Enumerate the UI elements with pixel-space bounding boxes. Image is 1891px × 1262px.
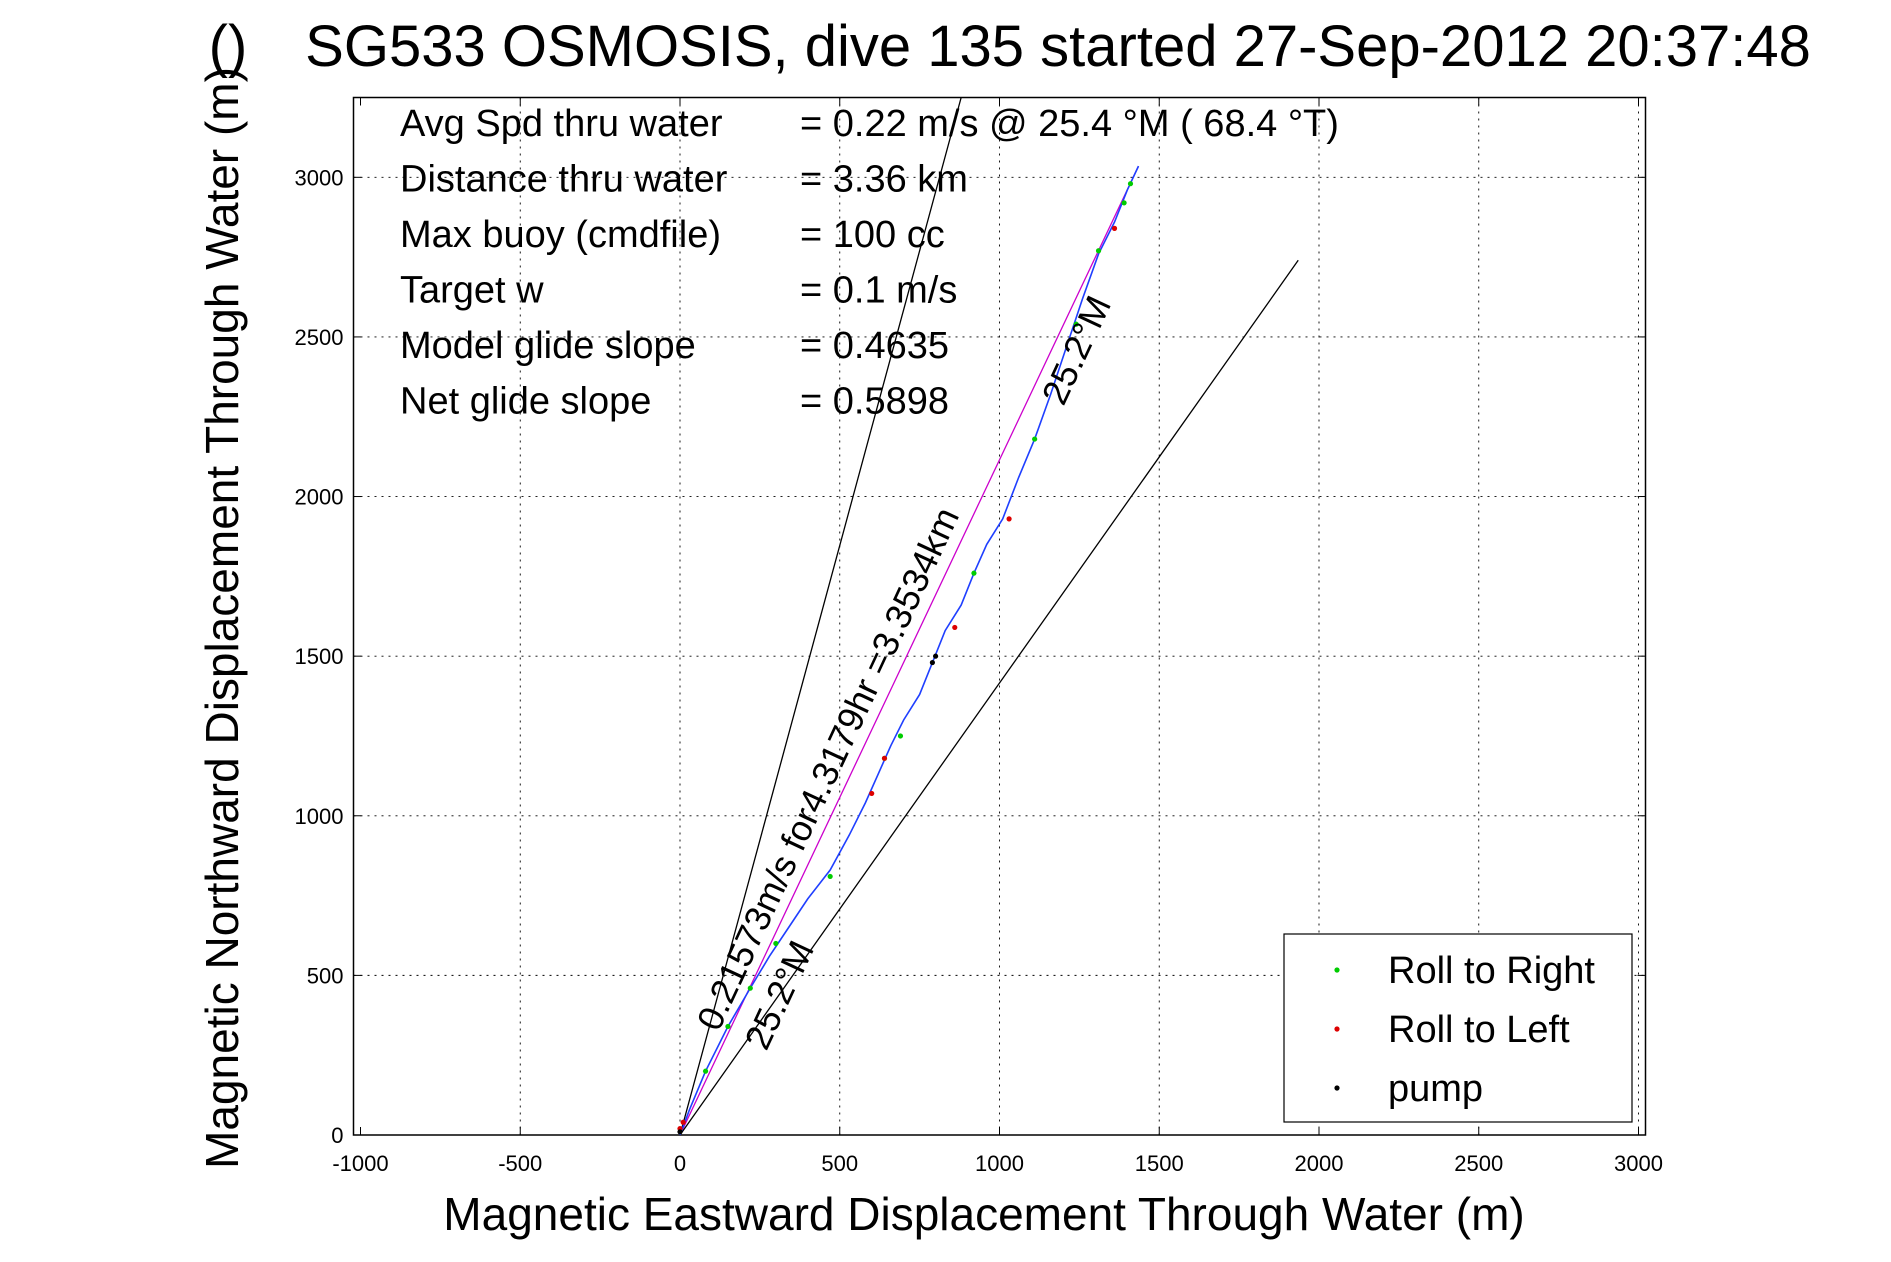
roll-to-right-point [1032, 436, 1038, 442]
y-tick-label: 0 [331, 1123, 343, 1148]
roll-to-left-point [881, 755, 888, 761]
y-axis-label: Magnetic Northward Displacement Through … [196, 67, 248, 1169]
legend-marker [1334, 1026, 1340, 1032]
data-series [677, 165, 1140, 1136]
roll-to-right-point [1121, 200, 1127, 206]
roll-to-right-point [971, 570, 977, 576]
chart-title: SG533 OSMOSIS, dive 135 started 27-Sep-2… [305, 14, 1811, 79]
stat-label: Model glide slope [400, 325, 696, 367]
pump-point [933, 653, 939, 659]
x-tick-label: 1500 [1135, 1151, 1184, 1176]
legend-label: Roll to Left [1388, 1009, 1570, 1051]
x-axis-label: Magnetic Eastward Displacement Through W… [443, 1188, 1524, 1240]
roll-to-right-point [773, 940, 779, 947]
stat-value: = 0.22 m/s @ 25.4 °M ( 68.4 °T) [800, 103, 1339, 145]
stat-label: Distance thru water [400, 159, 728, 201]
x-tick-label: 1000 [975, 1151, 1024, 1176]
pump-point [929, 659, 936, 666]
stat-label: Avg Spd thru water [400, 103, 723, 145]
legend: Roll to Right Roll to Left pump [1283, 933, 1633, 1123]
x-tick-label: 2500 [1454, 1151, 1503, 1176]
roll-to-left-point [1006, 516, 1012, 522]
legend-marker [1334, 1085, 1340, 1091]
y-tick-label: 3000 [295, 165, 344, 190]
roll-to-right-point [1073, 321, 1079, 327]
stat-value: = 100 cc [800, 214, 945, 256]
net-heading-line [679, 165, 1140, 1136]
x-tick-label: 2000 [1295, 1151, 1344, 1176]
grid-lines [353, 97, 1646, 1135]
stat-value: = 0.5898 [800, 381, 949, 423]
y-tick-label: 1500 [295, 644, 344, 669]
roll-to-right-point [827, 873, 833, 880]
legend-marker [1334, 967, 1340, 973]
roll-to-right-point [747, 985, 753, 991]
x-tick-label: -500 [498, 1151, 542, 1176]
stats-box: Avg Spd thru water = 0.22 m/s @ 25.4 °M (… [400, 103, 1339, 423]
stat-label: Net glide slope [400, 381, 651, 423]
roll-to-right-point [1095, 248, 1102, 254]
track-line [679, 165, 1140, 1136]
cone-left-line [679, 97, 962, 1136]
legend-label: pump [1388, 1068, 1483, 1110]
roll-to-left-point [952, 624, 958, 631]
stat-label: Max buoy (cmdfile) [400, 214, 721, 256]
cone-right-line [679, 259, 1299, 1136]
legend-label: Roll to Right [1388, 950, 1595, 992]
legend-box [1283, 933, 1633, 1123]
roll-to-right-point [702, 1068, 709, 1074]
stat-value: = 0.1 m/s [800, 270, 957, 312]
y-tick-label: 2500 [295, 325, 344, 350]
axis-ticks: -1000 -500 0 500 1000 1500 2000 2500 3000 0 500 100… [295, 97, 1663, 1176]
ylabel-overlap-glyph: () [209, 14, 248, 79]
stat-value: = 0.4635 [800, 325, 949, 367]
roll-to-left-point [869, 790, 875, 797]
stat-label: Target w [400, 270, 544, 312]
roll-to-right-point [1127, 181, 1134, 187]
stat-value: = 3.36 km [800, 159, 968, 201]
roll-to-right-point [725, 1023, 731, 1030]
roll-to-left-point [1111, 225, 1118, 231]
y-tick-label: 1000 [295, 804, 344, 829]
roll-to-right-point [897, 733, 904, 739]
y-tick-label: 2000 [295, 485, 344, 510]
x-tick-label: -1000 [332, 1151, 388, 1176]
reference-lines [679, 97, 1299, 1136]
x-tick-label: 500 [821, 1151, 858, 1176]
roll-to-left-point [680, 1119, 686, 1125]
x-tick-label: 3000 [1614, 1151, 1663, 1176]
x-tick-label: 0 [674, 1151, 686, 1176]
pump-point [677, 1129, 683, 1135]
y-tick-label: 500 [307, 963, 344, 988]
